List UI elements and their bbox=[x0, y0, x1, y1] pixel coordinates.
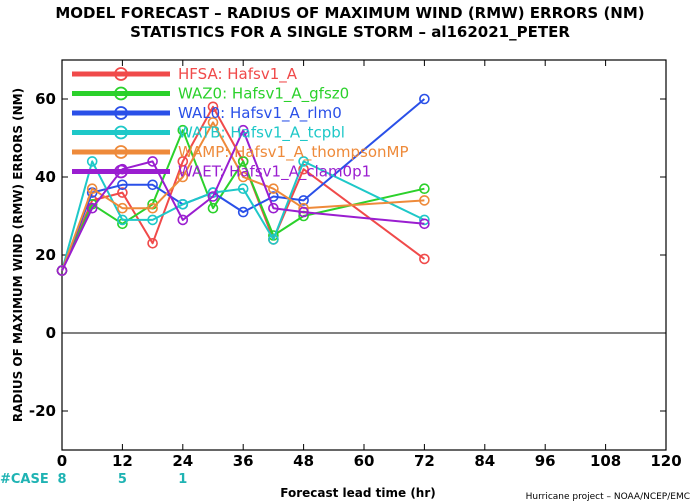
case-count: 8 bbox=[57, 472, 66, 487]
data-point bbox=[147, 238, 158, 249]
y-axis: -20 0 20 40 60 bbox=[29, 90, 666, 420]
chart-title-line2: STATISTICS FOR A SINGLE STORM – al162021… bbox=[130, 23, 570, 41]
series-line bbox=[61, 129, 425, 272]
data-point bbox=[237, 183, 249, 194]
x-tick-label: 84 bbox=[474, 452, 495, 470]
legend-item: WAL0: Hafsv1_A_rlm0 bbox=[72, 104, 342, 123]
data-point bbox=[177, 124, 189, 136]
x-tick-label: 12 bbox=[112, 452, 133, 470]
data-point bbox=[207, 202, 219, 214]
x-tick-label: 48 bbox=[293, 452, 314, 470]
legend-marker bbox=[114, 67, 128, 81]
legend-label: WAMP: Hafsv1_A_thompsonMP bbox=[178, 143, 409, 162]
series-layer bbox=[56, 93, 430, 276]
data-point bbox=[117, 202, 128, 214]
legend-item: WAZ0: Hafsv1_A_gfsz0 bbox=[72, 85, 349, 104]
chart-title-line1: MODEL FORECAST – RADIUS OF MAXIMUM WIND … bbox=[55, 4, 644, 22]
legend-label: WATB: Hafsv1_A_tcpbl bbox=[178, 124, 345, 143]
data-point bbox=[207, 117, 219, 128]
x-tick-label: 36 bbox=[233, 452, 254, 470]
case-count: 1 bbox=[178, 472, 187, 487]
legend-marker bbox=[114, 164, 128, 179]
legend-label: WAZ0: Hafsv1_A_gfsz0 bbox=[178, 85, 349, 104]
legend-marker bbox=[114, 106, 128, 120]
series-line bbox=[61, 121, 425, 271]
x-axis-label: Forecast lead time (hr) bbox=[280, 486, 436, 500]
case-label: #CASE bbox=[0, 472, 49, 487]
legend-marker bbox=[114, 125, 128, 140]
series-3 bbox=[56, 156, 430, 276]
legend-item: HFSA: Hafsv1_A bbox=[72, 65, 298, 84]
data-point bbox=[298, 163, 309, 175]
data-point bbox=[268, 183, 279, 194]
legend-item: WAET: Hafsv1_A_clam0p1 bbox=[72, 163, 371, 182]
credit-text: Hurricane project – NOAA/NCEP/EMC bbox=[526, 492, 690, 502]
data-point bbox=[207, 101, 219, 113]
x-tick-label: 72 bbox=[414, 452, 435, 470]
data-point bbox=[419, 183, 430, 194]
data-point bbox=[86, 156, 98, 167]
y-tick-label: 40 bbox=[35, 168, 56, 186]
y-tick-label: -20 bbox=[29, 402, 56, 420]
legend-item: WAMP: Hafsv1_A_thompsonMP bbox=[72, 143, 409, 162]
series-0 bbox=[56, 101, 430, 276]
plot-frame bbox=[61, 59, 667, 451]
data-point bbox=[419, 253, 430, 265]
legend-item: WATB: Hafsv1_A_tcpbl bbox=[72, 124, 345, 143]
legend-label: WAET: Hafsv1_A_clam0p1 bbox=[178, 163, 371, 182]
case-counts: 8 5 1 bbox=[57, 472, 187, 487]
legend-label: WAL0: Hafsv1_A_rlm0 bbox=[178, 104, 342, 123]
y-axis-label: RADIUS OF MAXIMUM WIND (RMW) ERRORS (NM) bbox=[11, 88, 25, 422]
x-tick-label: 108 bbox=[590, 452, 621, 470]
data-point bbox=[419, 214, 430, 226]
legend-marker bbox=[114, 86, 128, 101]
data-point bbox=[117, 187, 128, 198]
data-point bbox=[298, 156, 309, 167]
case-count: 5 bbox=[118, 472, 127, 487]
data-point bbox=[237, 124, 249, 136]
x-tick-label: 96 bbox=[535, 452, 556, 470]
data-point bbox=[56, 265, 68, 276]
series-line bbox=[61, 160, 425, 271]
data-point bbox=[177, 156, 189, 167]
legend-label: HFSA: Hafsv1_A bbox=[178, 65, 298, 84]
data-point bbox=[177, 214, 189, 226]
x-tick-label: 24 bbox=[172, 452, 193, 470]
data-point bbox=[147, 179, 158, 191]
data-point bbox=[298, 206, 309, 218]
data-point bbox=[177, 199, 189, 210]
legend-marker bbox=[114, 145, 128, 159]
data-point bbox=[117, 214, 128, 226]
x-axis: 0 12 24 36 48 60 72 84 96 108 120 bbox=[57, 60, 682, 470]
data-point bbox=[419, 195, 430, 206]
data-point bbox=[147, 214, 158, 226]
data-point bbox=[117, 179, 128, 191]
data-point bbox=[147, 156, 158, 167]
data-point bbox=[86, 202, 98, 214]
series-line bbox=[61, 129, 425, 272]
data-point bbox=[419, 93, 430, 105]
data-point bbox=[268, 234, 279, 245]
data-point bbox=[419, 218, 430, 230]
x-tick-label: 60 bbox=[354, 452, 375, 470]
y-tick-label: 0 bbox=[46, 324, 56, 342]
data-point bbox=[207, 191, 219, 202]
data-point bbox=[86, 183, 98, 194]
data-point bbox=[268, 202, 279, 214]
y-tick-label: 20 bbox=[35, 246, 56, 264]
data-point bbox=[237, 206, 249, 218]
x-tick-label: 120 bbox=[650, 452, 681, 470]
series-line bbox=[61, 105, 425, 271]
data-point bbox=[237, 156, 249, 167]
data-point bbox=[237, 171, 249, 183]
x-tick-label: 0 bbox=[57, 452, 67, 470]
data-point bbox=[298, 195, 309, 206]
data-point bbox=[147, 202, 158, 214]
data-point bbox=[177, 171, 189, 183]
y-tick-label: 60 bbox=[35, 90, 56, 108]
